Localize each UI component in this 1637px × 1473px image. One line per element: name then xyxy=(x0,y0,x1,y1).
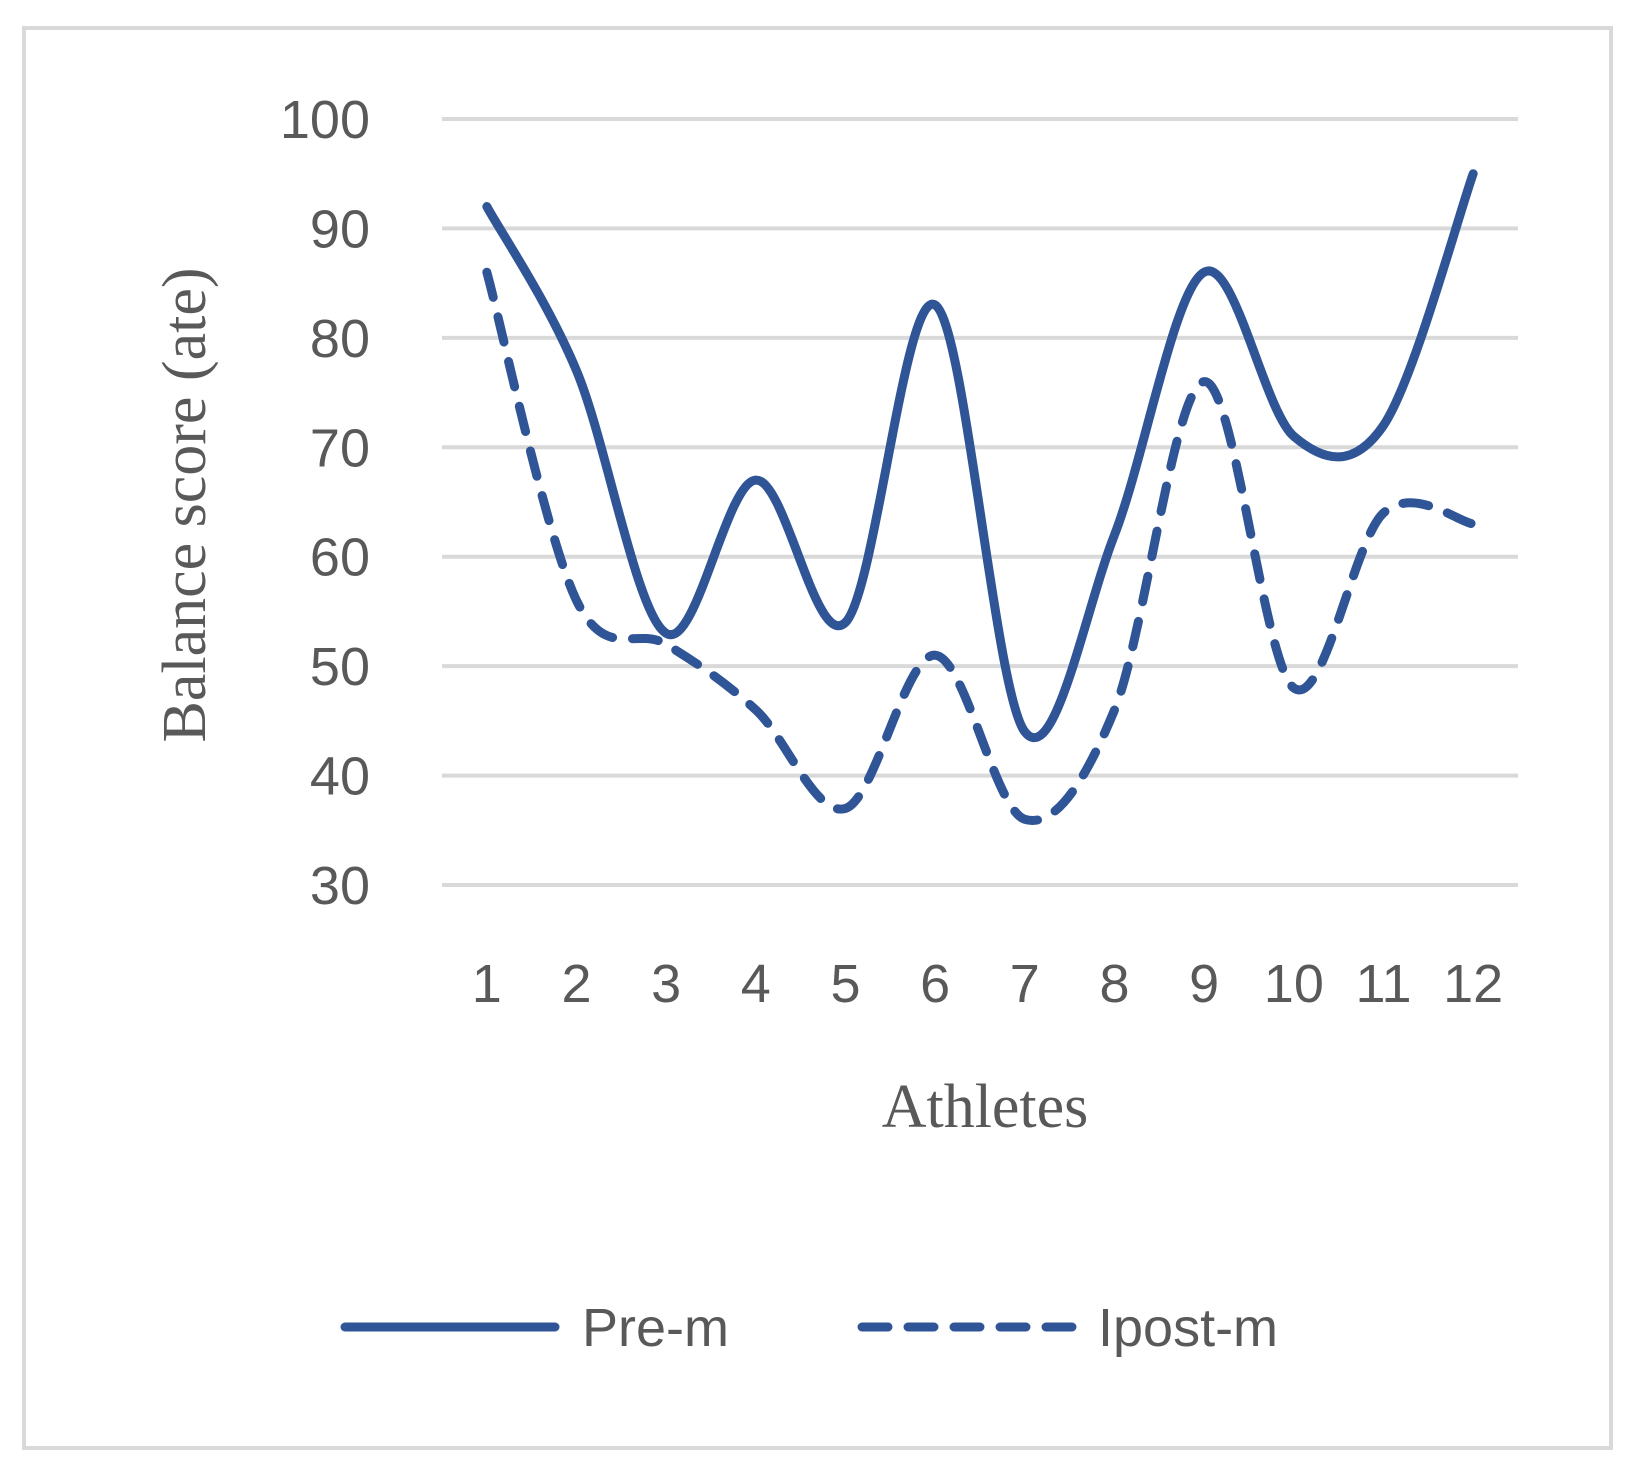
x-tick-label: 10 xyxy=(1264,954,1324,1014)
y-tick-label: 70 xyxy=(310,418,370,478)
chart-frame xyxy=(22,26,1613,1450)
series-lines xyxy=(482,169,1478,825)
y-tick-label: 90 xyxy=(310,199,370,259)
x-tick-label: 9 xyxy=(1189,954,1219,1014)
x-tick-label: 8 xyxy=(1099,954,1129,1014)
y-axis-title: Balance score (ate) xyxy=(151,267,219,742)
y-tick-label: 80 xyxy=(310,309,370,369)
x-tick-label: 5 xyxy=(830,954,860,1014)
gridlines xyxy=(442,117,1518,887)
x-axis-ticks: 1 2 3 4 5 6 7 8 9 10 11 12 xyxy=(472,954,1503,1014)
y-tick-label: 40 xyxy=(310,747,370,807)
x-tick-label: 12 xyxy=(1443,954,1503,1014)
x-tick-label: 4 xyxy=(741,954,771,1014)
x-tick-label: 2 xyxy=(561,954,591,1014)
x-tick-label: 3 xyxy=(651,954,681,1014)
x-tick-label: 6 xyxy=(920,954,950,1014)
y-tick-label: 100 xyxy=(280,90,370,150)
y-tick-label: 30 xyxy=(310,856,370,916)
y-tick-label: 50 xyxy=(310,637,370,697)
legend-label-pre-m: Pre-m xyxy=(582,1298,729,1358)
x-tick-label: 7 xyxy=(1010,954,1040,1014)
x-tick-label: 11 xyxy=(1355,954,1411,1014)
legend-label-ipost-m: Ipost-m xyxy=(1098,1298,1278,1358)
x-tick-label: 1 xyxy=(472,954,502,1014)
y-axis-ticks: 30 40 50 60 70 80 90 100 xyxy=(280,90,370,916)
y-tick-label: 60 xyxy=(310,528,370,588)
legend: Pre-m Ipost-m xyxy=(340,1298,1278,1358)
x-axis-title: Athletes xyxy=(882,1073,1089,1141)
